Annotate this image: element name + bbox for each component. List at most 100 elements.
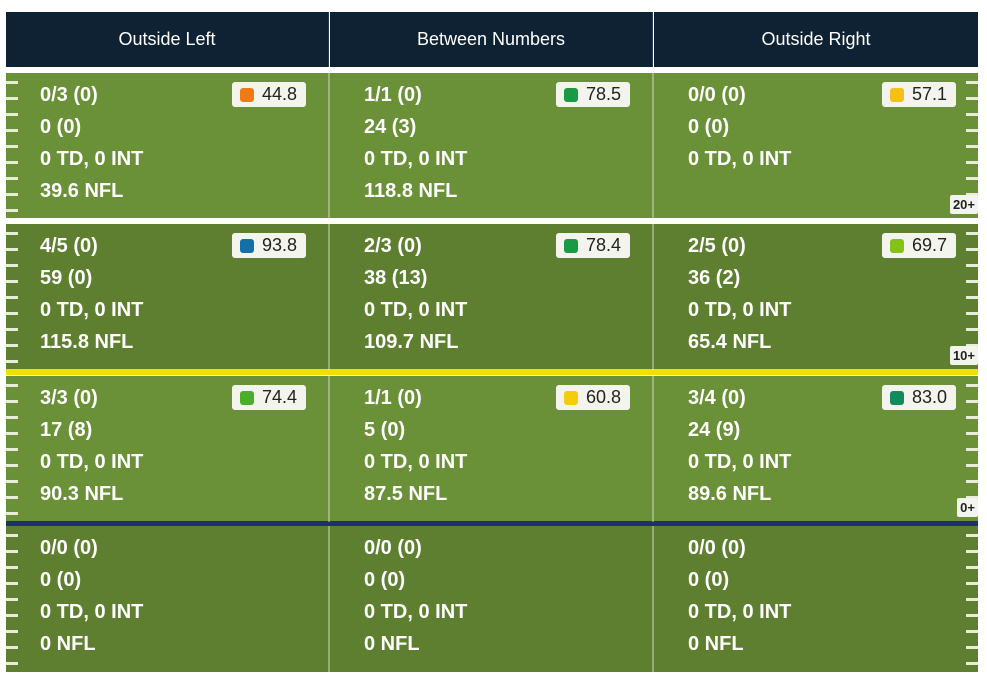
grade-color: [564, 87, 578, 102]
grade-badge: 57.1: [882, 82, 956, 107]
hash-mark: [6, 534, 18, 537]
hash-mark: [6, 161, 18, 164]
stat-line: 0 TD, 0 INT: [688, 601, 792, 623]
hash-mark: [966, 232, 978, 235]
column-divider: [652, 224, 654, 370]
stat-line: 0 TD, 0 INT: [688, 451, 792, 473]
hash-mark: [966, 432, 978, 435]
grade-badge: 60.8: [556, 385, 630, 410]
hash-mark: [966, 312, 978, 315]
hash-mark: [6, 209, 18, 212]
stat-line: 3/4 (0): [688, 387, 746, 409]
stat-line: 39.6 NFL: [40, 180, 124, 202]
stat-line: 0 (0): [688, 569, 730, 591]
stat-line: 0/0 (0): [364, 537, 422, 559]
column-divider: [328, 376, 330, 522]
column-divider: [652, 526, 654, 672]
hash-mark: [6, 496, 18, 499]
hash-mark: [966, 264, 978, 267]
hash-mark: [966, 248, 978, 251]
hash-mark: [6, 177, 18, 180]
column-divider: [652, 73, 654, 219]
hash-mark: [6, 630, 18, 633]
hash-mark: [6, 448, 18, 451]
header-divider: [328, 12, 329, 67]
hash-mark: [966, 177, 978, 180]
header-divider: [652, 12, 653, 67]
grade-color: [890, 390, 904, 405]
grade-badge: 83.0: [882, 385, 956, 410]
grade-color: [240, 87, 254, 102]
hash-mark: [966, 464, 978, 467]
stat-line: 0 TD, 0 INT: [40, 601, 144, 623]
hash-mark: [966, 448, 978, 451]
stat-line: 118.8 NFL: [364, 180, 458, 202]
stat-line: 0 TD, 0 INT: [364, 451, 468, 473]
grade-badge: 74.4: [232, 385, 306, 410]
field-row: [6, 73, 978, 219]
grade-color: [240, 238, 254, 253]
hash-mark: [6, 232, 18, 235]
column-header: Outside Left: [6, 12, 328, 67]
column-divider: [328, 73, 330, 219]
hash-mark: [966, 296, 978, 299]
hash-mark: [6, 113, 18, 116]
hash-mark: [966, 384, 978, 387]
yard-line: [6, 369, 978, 375]
hash-mark: [6, 598, 18, 601]
grade-value: 44.8: [262, 84, 298, 104]
hash-mark: [6, 248, 18, 251]
stat-line: 0 TD, 0 INT: [688, 148, 792, 170]
hash-mark: [966, 161, 978, 164]
yard-line: [6, 218, 978, 224]
stat-line: 0 TD, 0 INT: [364, 601, 468, 623]
hash-mark: [966, 280, 978, 283]
stat-line: 24 (3): [364, 116, 417, 138]
grade-value: 78.5: [586, 84, 622, 104]
stat-line: 0/0 (0): [688, 84, 746, 106]
stat-line: 89.6 NFL: [688, 483, 772, 505]
depth-label: 0+: [957, 498, 978, 517]
hash-mark: [966, 416, 978, 419]
stat-line: 3/3 (0): [40, 387, 98, 409]
hash-mark: [966, 400, 978, 403]
grade-color: [564, 390, 578, 405]
grade-value: 93.8: [262, 235, 298, 255]
stat-line: 0 TD, 0 INT: [40, 148, 144, 170]
hash-mark: [6, 360, 18, 363]
hash-mark: [6, 312, 18, 315]
hash-mark: [6, 97, 18, 100]
grade-color: [564, 238, 578, 253]
stat-line: 0 NFL: [40, 633, 96, 655]
stat-line: 0 NFL: [364, 633, 420, 655]
hash-mark: [966, 550, 978, 553]
hash-mark: [6, 566, 18, 569]
hash-mark: [966, 328, 978, 331]
hash-mark: [966, 480, 978, 483]
hash-mark: [966, 582, 978, 585]
column-header: Between Numbers: [330, 12, 652, 67]
hash-mark: [6, 296, 18, 299]
hash-mark: [6, 646, 18, 649]
hash-mark: [966, 534, 978, 537]
depth-label: 20+: [949, 195, 978, 214]
stat-line: 0 (0): [688, 116, 730, 138]
hash-mark: [966, 113, 978, 116]
field-row: [6, 376, 978, 522]
grade-badge: 44.8: [232, 82, 306, 107]
stat-line: 4/5 (0): [40, 235, 98, 257]
hash-mark: [966, 193, 978, 196]
yard-line: [6, 521, 978, 527]
stat-line: 24 (9): [688, 419, 741, 441]
grade-color: [890, 87, 904, 102]
hash-mark: [966, 630, 978, 633]
hash-mark: [966, 614, 978, 617]
hash-mark: [6, 582, 18, 585]
column-header: Outside Right: [654, 12, 978, 67]
stat-line: 0 TD, 0 INT: [40, 451, 144, 473]
hash-mark: [6, 550, 18, 553]
stat-line: 0/3 (0): [40, 84, 98, 106]
hash-mark: [966, 145, 978, 148]
hash-mark: [6, 145, 18, 148]
stat-line: 17 (8): [40, 419, 93, 441]
